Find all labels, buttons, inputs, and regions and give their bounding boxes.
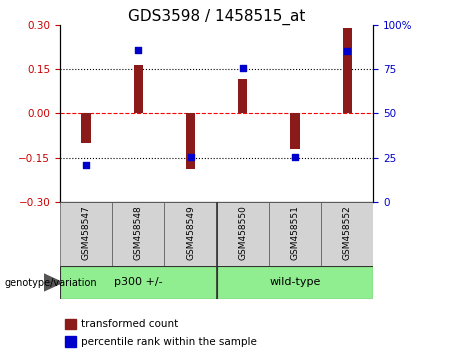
Bar	[165, 202, 217, 266]
Bar	[186, 113, 195, 169]
Point	[343, 48, 351, 54]
Text: transformed count: transformed count	[81, 319, 178, 329]
Text: GSM458552: GSM458552	[343, 205, 352, 260]
Text: GSM458549: GSM458549	[186, 205, 195, 260]
Bar	[217, 266, 373, 299]
Bar	[60, 202, 112, 266]
Point	[239, 65, 247, 70]
Bar	[321, 202, 373, 266]
Bar	[238, 79, 248, 113]
Point	[83, 162, 90, 168]
Text: GSM458548: GSM458548	[134, 205, 143, 260]
Text: p300 +/-: p300 +/-	[114, 277, 163, 287]
Point	[187, 154, 194, 160]
Bar	[134, 65, 143, 113]
Text: wild-type: wild-type	[269, 277, 321, 287]
Title: GDS3598 / 1458515_at: GDS3598 / 1458515_at	[128, 8, 305, 25]
Text: GSM458547: GSM458547	[82, 205, 90, 260]
Bar	[112, 202, 165, 266]
Text: GSM458550: GSM458550	[238, 205, 247, 260]
Bar	[290, 113, 300, 149]
Bar	[60, 266, 217, 299]
Bar	[81, 113, 91, 143]
Point	[135, 47, 142, 53]
Text: percentile rank within the sample: percentile rank within the sample	[81, 337, 257, 347]
Bar	[217, 202, 269, 266]
Text: genotype/variation: genotype/variation	[5, 278, 97, 288]
Polygon shape	[44, 274, 62, 291]
Text: GSM458551: GSM458551	[290, 205, 300, 260]
Bar	[269, 202, 321, 266]
Bar	[343, 28, 352, 113]
Point	[291, 154, 299, 160]
